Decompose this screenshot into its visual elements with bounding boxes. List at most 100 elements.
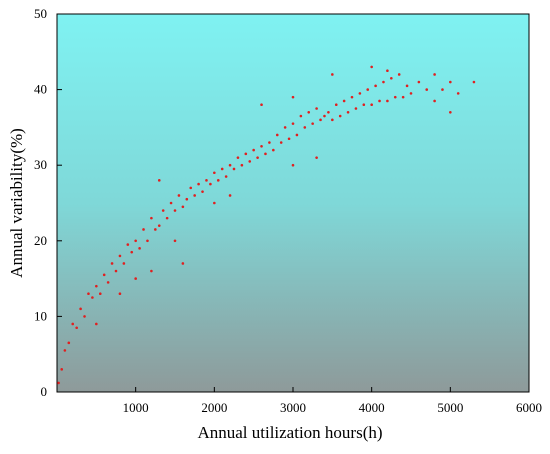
y-tick-label: 10 [34,308,47,323]
point [283,126,287,129]
point [173,239,177,243]
point [102,273,106,277]
point [441,88,444,91]
x-tick-label: 2000 [201,400,227,415]
point [358,92,362,95]
point [95,284,98,288]
point [157,179,161,182]
point [311,122,314,125]
point [165,216,169,220]
point [60,368,64,371]
point [338,114,342,118]
point [346,110,350,114]
point [393,95,397,99]
point [291,163,295,167]
point [57,381,60,385]
point [417,80,421,84]
point [118,254,122,258]
y-tick-label: 50 [34,6,47,21]
point [252,148,255,152]
y-tick-label: 20 [34,233,47,248]
point [275,133,279,137]
point [67,341,71,345]
point [279,141,283,144]
point [130,250,134,254]
x-tick-label: 6000 [516,400,542,415]
point [315,156,318,159]
point [134,239,137,243]
point [260,145,263,148]
point [386,99,389,103]
point [118,292,122,296]
point [146,239,149,243]
point [71,322,75,326]
point [405,84,409,88]
point [157,224,161,227]
point [228,194,232,197]
point [189,186,193,190]
point [397,73,401,76]
point [110,262,114,265]
point [236,156,240,159]
point [295,133,299,137]
point [291,122,295,125]
point [366,88,370,91]
point [177,194,181,197]
point [386,69,389,72]
point [216,179,220,182]
point [201,190,204,193]
point [87,292,90,296]
point [161,209,165,212]
point [220,167,224,171]
point [228,163,232,167]
plot-area [56,13,530,393]
point [291,95,295,99]
point [342,99,346,103]
x-axis-title: Annual utilization hours(h) [197,423,382,442]
point [213,201,216,205]
point [334,103,338,107]
point [232,167,236,171]
point [106,281,110,284]
point [472,80,476,84]
point [409,92,413,95]
point [374,84,377,88]
point [240,163,244,167]
point [331,73,334,76]
point [154,228,157,231]
point [433,73,436,76]
point [193,194,196,197]
point [299,114,303,118]
x-tick-label: 3000 [280,400,306,415]
point [323,114,326,118]
point [256,156,259,159]
point [197,182,200,186]
point [456,92,460,95]
x-tick-label: 4000 [359,400,385,415]
point [91,296,94,299]
point [205,179,208,182]
point [150,269,153,273]
point [244,152,248,156]
point [433,99,436,103]
point [268,141,271,144]
point [142,228,145,231]
point [98,292,102,296]
y-axis-title: Annual variability(%) [7,128,26,278]
y-tick-label: 30 [34,157,47,172]
point [449,110,452,114]
point [449,80,452,84]
point [169,201,173,205]
point [224,175,228,178]
point [272,148,275,152]
point [370,103,373,107]
point [307,110,311,114]
point [248,160,252,163]
point [331,118,334,122]
point [362,103,366,107]
point [370,65,373,69]
point [79,307,82,311]
point [315,107,318,110]
point [122,262,126,265]
